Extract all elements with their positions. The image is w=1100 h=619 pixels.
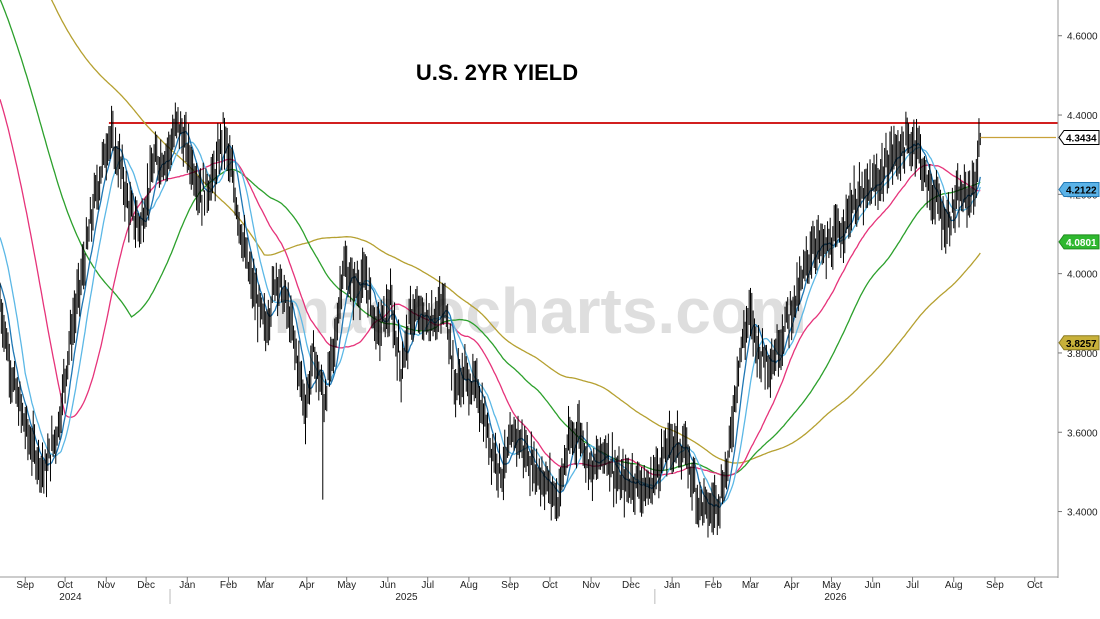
value-badge: [1058, 129, 1100, 145]
x-tick-label: Feb: [220, 580, 238, 591]
value-badge-label: 4.0801: [1066, 238, 1097, 249]
value-badges: 4.3434 4.2122 4.0801 3.8257: [1058, 129, 1100, 351]
y-tick-label: 4.4000: [1067, 111, 1098, 122]
y-tick-label: 3.8000: [1067, 349, 1098, 360]
x-year-label: 2025: [395, 592, 418, 603]
x-tick-label: Mar: [742, 580, 760, 591]
ma-long-line: [50, 0, 981, 464]
x-tick-label: Aug: [945, 580, 963, 591]
value-badge-label: 4.3434: [1066, 133, 1097, 144]
value-badge: [1058, 234, 1100, 250]
value-badge: [1058, 181, 1100, 197]
x-tick-label: Oct: [57, 580, 73, 591]
x-tick-label: Sep: [986, 580, 1004, 591]
x-tick-label: Feb: [705, 580, 723, 591]
x-tick-label: Dec: [622, 580, 640, 591]
x-tick-label: Sep: [501, 580, 519, 591]
ma-slow-line: [0, 0, 981, 477]
x-axis-ticks: Sep Oct Nov Dec Jan Feb Mar Apr May Jun Jul Aug Sep O…: [16, 577, 1043, 604]
x-tick-label: Oct: [1027, 580, 1043, 591]
x-tick-label: Jun: [865, 580, 881, 591]
x-tick-label: Oct: [542, 580, 558, 591]
x-year-label: 2024: [59, 592, 82, 603]
x-tick-label: Jan: [179, 580, 195, 591]
price-bars-group: [0, 102, 981, 538]
x-tick-label: Jun: [380, 580, 396, 591]
x-year-label: 2026: [824, 592, 847, 603]
x-tick-label: Dec: [137, 580, 155, 591]
x-tick-label: Nov: [582, 580, 600, 591]
x-tick-label: Mar: [257, 580, 275, 591]
chart-title: U.S. 2YR YIELD: [416, 60, 578, 85]
x-tick-label: Jul: [421, 580, 434, 591]
x-tick-label: Jul: [906, 580, 919, 591]
x-tick-label: Jan: [664, 580, 680, 591]
x-tick-label: Apr: [784, 580, 800, 591]
y-tick-label: 3.6000: [1067, 428, 1098, 439]
x-tick-label: Sep: [16, 580, 34, 591]
value-badge-label: 4.2122: [1066, 185, 1097, 196]
x-tick-label: May: [822, 580, 841, 591]
value-badge-label: 3.8257: [1066, 339, 1097, 350]
y-tick-label: 3.4000: [1067, 508, 1098, 519]
x-tick-label: Aug: [460, 580, 478, 591]
ma-mid-line: [0, 99, 981, 477]
ma-fast-2-line: [0, 141, 981, 504]
x-tick-label: May: [337, 580, 356, 591]
y-tick-label: 4.6000: [1067, 32, 1098, 43]
x-tick-label: Nov: [97, 580, 115, 591]
value-badge: [1058, 335, 1100, 351]
y-tick-label: 4.0000: [1067, 270, 1098, 281]
x-tick-label: Apr: [299, 580, 315, 591]
